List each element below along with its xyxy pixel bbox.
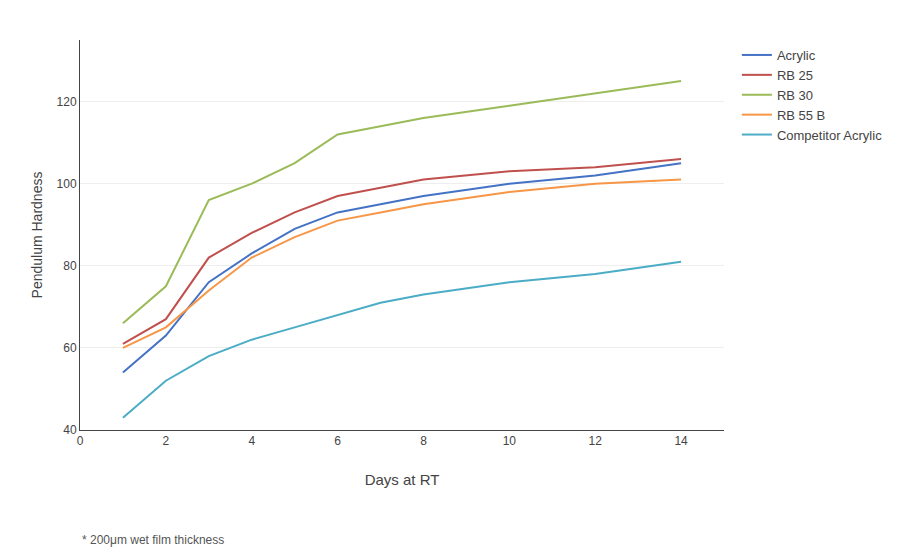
svg-text:8: 8 bbox=[420, 434, 427, 448]
svg-text:* 200μm wet film thickness: * 200μm wet film thickness bbox=[82, 533, 224, 547]
svg-text:14: 14 bbox=[674, 434, 688, 448]
svg-text:RB 25: RB 25 bbox=[777, 68, 813, 83]
svg-text:80: 80 bbox=[63, 259, 77, 273]
svg-text:4: 4 bbox=[248, 434, 255, 448]
svg-text:Competitor Acrylic: Competitor Acrylic bbox=[777, 128, 882, 143]
svg-text:120: 120 bbox=[57, 95, 77, 109]
svg-text:Pendulum Hardness: Pendulum Hardness bbox=[29, 172, 45, 299]
svg-text:RB 55 B: RB 55 B bbox=[777, 108, 825, 123]
svg-text:100: 100 bbox=[57, 177, 77, 191]
svg-text:60: 60 bbox=[63, 341, 77, 355]
svg-text:10: 10 bbox=[503, 434, 517, 448]
svg-text:RB 30: RB 30 bbox=[777, 88, 813, 103]
svg-text:6: 6 bbox=[334, 434, 341, 448]
svg-text:Days at RT: Days at RT bbox=[365, 471, 440, 488]
svg-text:Acrylic: Acrylic bbox=[777, 48, 816, 63]
svg-text:40: 40 bbox=[63, 423, 77, 437]
svg-text:0: 0 bbox=[77, 434, 84, 448]
svg-text:2: 2 bbox=[163, 434, 170, 448]
svg-text:12: 12 bbox=[589, 434, 603, 448]
